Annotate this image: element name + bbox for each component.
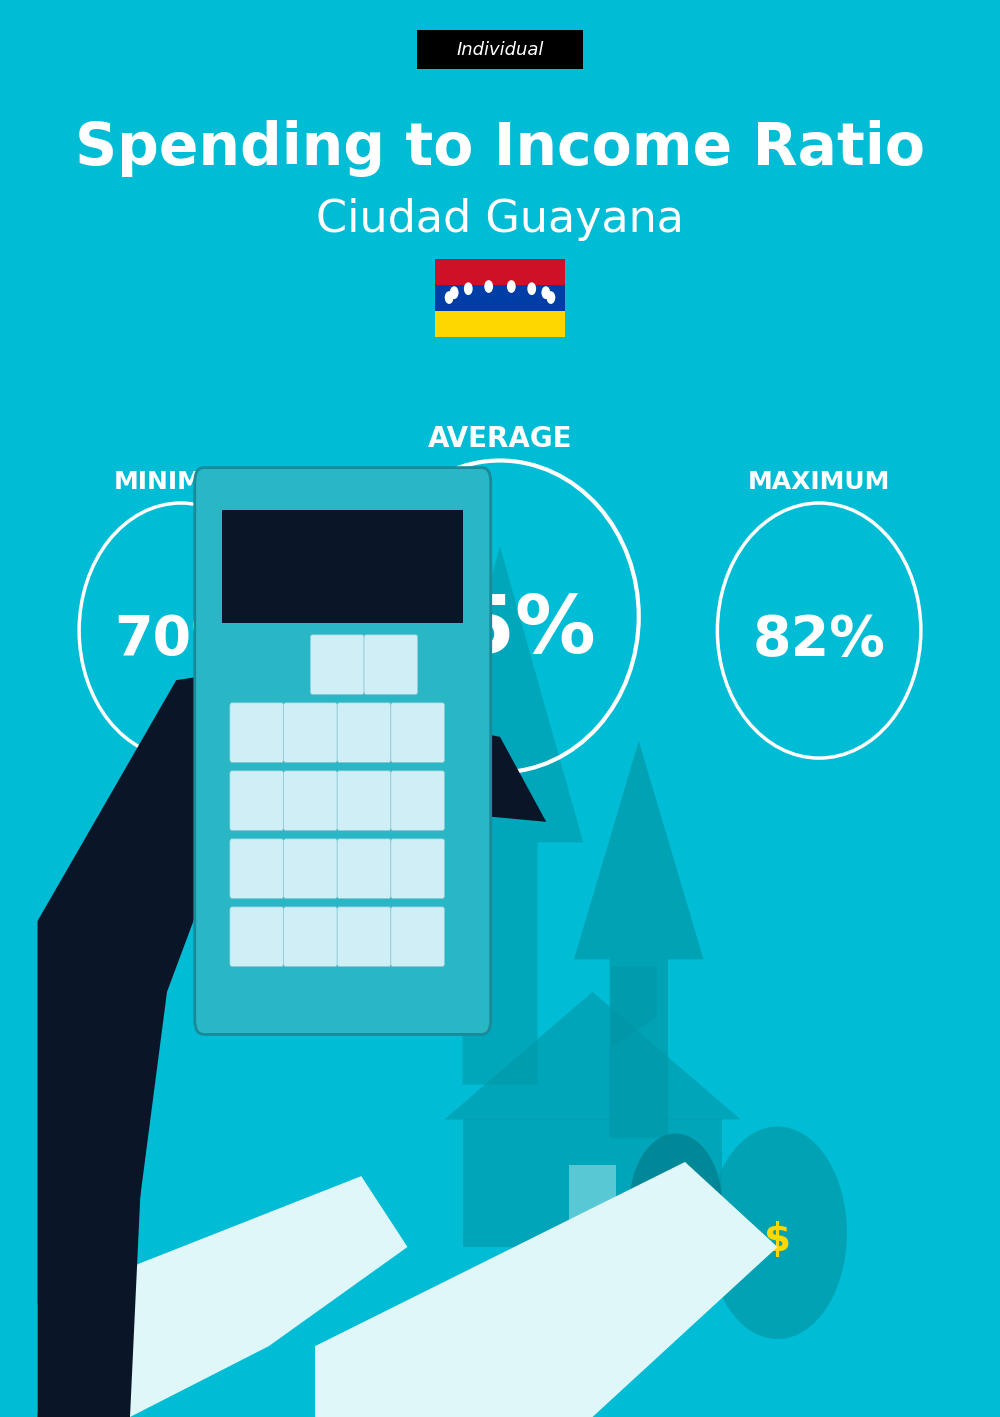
Polygon shape — [569, 1165, 616, 1247]
Polygon shape — [574, 741, 704, 1138]
FancyBboxPatch shape — [417, 30, 583, 69]
FancyBboxPatch shape — [391, 907, 444, 966]
FancyBboxPatch shape — [588, 1272, 690, 1289]
Polygon shape — [417, 546, 583, 1085]
FancyBboxPatch shape — [230, 703, 284, 762]
Circle shape — [450, 288, 458, 299]
Polygon shape — [315, 1162, 778, 1417]
Text: MINIMUM: MINIMUM — [114, 470, 248, 493]
Text: $: $ — [764, 1221, 791, 1258]
Text: $: $ — [667, 1193, 684, 1216]
FancyBboxPatch shape — [588, 1230, 690, 1247]
FancyBboxPatch shape — [391, 771, 444, 830]
Polygon shape — [37, 680, 546, 1417]
FancyBboxPatch shape — [391, 839, 444, 898]
Circle shape — [485, 281, 492, 292]
FancyBboxPatch shape — [230, 839, 284, 898]
Text: Spending to Income Ratio: Spending to Income Ratio — [75, 120, 925, 177]
Circle shape — [528, 283, 535, 295]
FancyBboxPatch shape — [364, 635, 418, 694]
Circle shape — [547, 292, 555, 303]
FancyBboxPatch shape — [435, 310, 565, 337]
Text: Individual: Individual — [456, 41, 544, 58]
FancyBboxPatch shape — [284, 771, 337, 830]
FancyBboxPatch shape — [284, 907, 337, 966]
FancyBboxPatch shape — [337, 771, 391, 830]
Text: 70%: 70% — [114, 614, 247, 667]
FancyBboxPatch shape — [435, 285, 565, 310]
FancyBboxPatch shape — [588, 1251, 690, 1268]
Circle shape — [445, 292, 453, 303]
FancyBboxPatch shape — [310, 635, 364, 694]
Circle shape — [542, 288, 550, 299]
FancyBboxPatch shape — [588, 1209, 690, 1226]
FancyBboxPatch shape — [435, 259, 565, 285]
FancyBboxPatch shape — [230, 771, 284, 830]
Text: AVERAGE: AVERAGE — [428, 425, 572, 453]
Polygon shape — [37, 638, 482, 1417]
FancyBboxPatch shape — [337, 907, 391, 966]
Text: Ciudad Guayana: Ciudad Guayana — [316, 198, 684, 241]
FancyBboxPatch shape — [222, 510, 463, 623]
FancyBboxPatch shape — [230, 907, 284, 966]
Circle shape — [630, 1134, 722, 1275]
Circle shape — [708, 1127, 847, 1339]
FancyBboxPatch shape — [391, 703, 444, 762]
Text: 75%: 75% — [404, 591, 596, 670]
FancyBboxPatch shape — [284, 703, 337, 762]
Circle shape — [465, 283, 472, 295]
Polygon shape — [37, 1176, 408, 1417]
Polygon shape — [444, 992, 740, 1119]
Text: MAXIMUM: MAXIMUM — [748, 470, 890, 493]
Polygon shape — [611, 966, 657, 1049]
FancyBboxPatch shape — [337, 839, 391, 898]
Circle shape — [508, 281, 515, 292]
FancyBboxPatch shape — [337, 703, 391, 762]
Text: 82%: 82% — [753, 614, 886, 667]
FancyBboxPatch shape — [284, 839, 337, 898]
Polygon shape — [463, 1119, 722, 1247]
FancyBboxPatch shape — [195, 468, 491, 1034]
FancyBboxPatch shape — [588, 1294, 690, 1311]
